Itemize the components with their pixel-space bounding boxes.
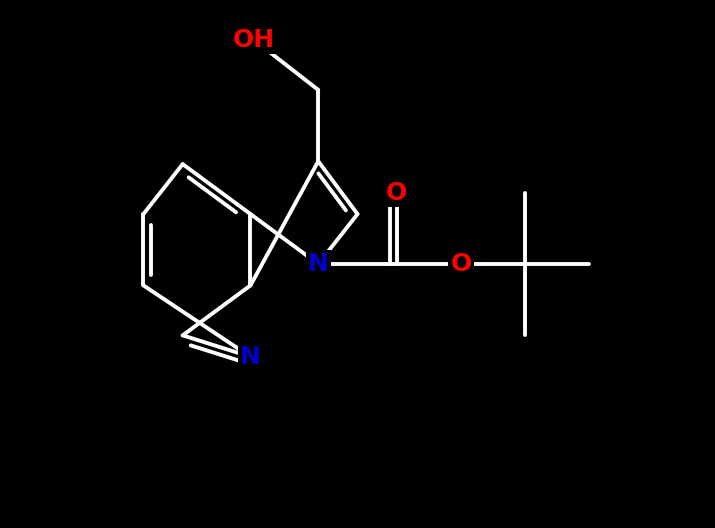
Text: OH: OH <box>233 28 275 52</box>
Text: O: O <box>386 181 408 205</box>
Text: N: N <box>240 345 261 369</box>
Text: O: O <box>450 252 472 276</box>
Text: N: N <box>308 252 329 276</box>
